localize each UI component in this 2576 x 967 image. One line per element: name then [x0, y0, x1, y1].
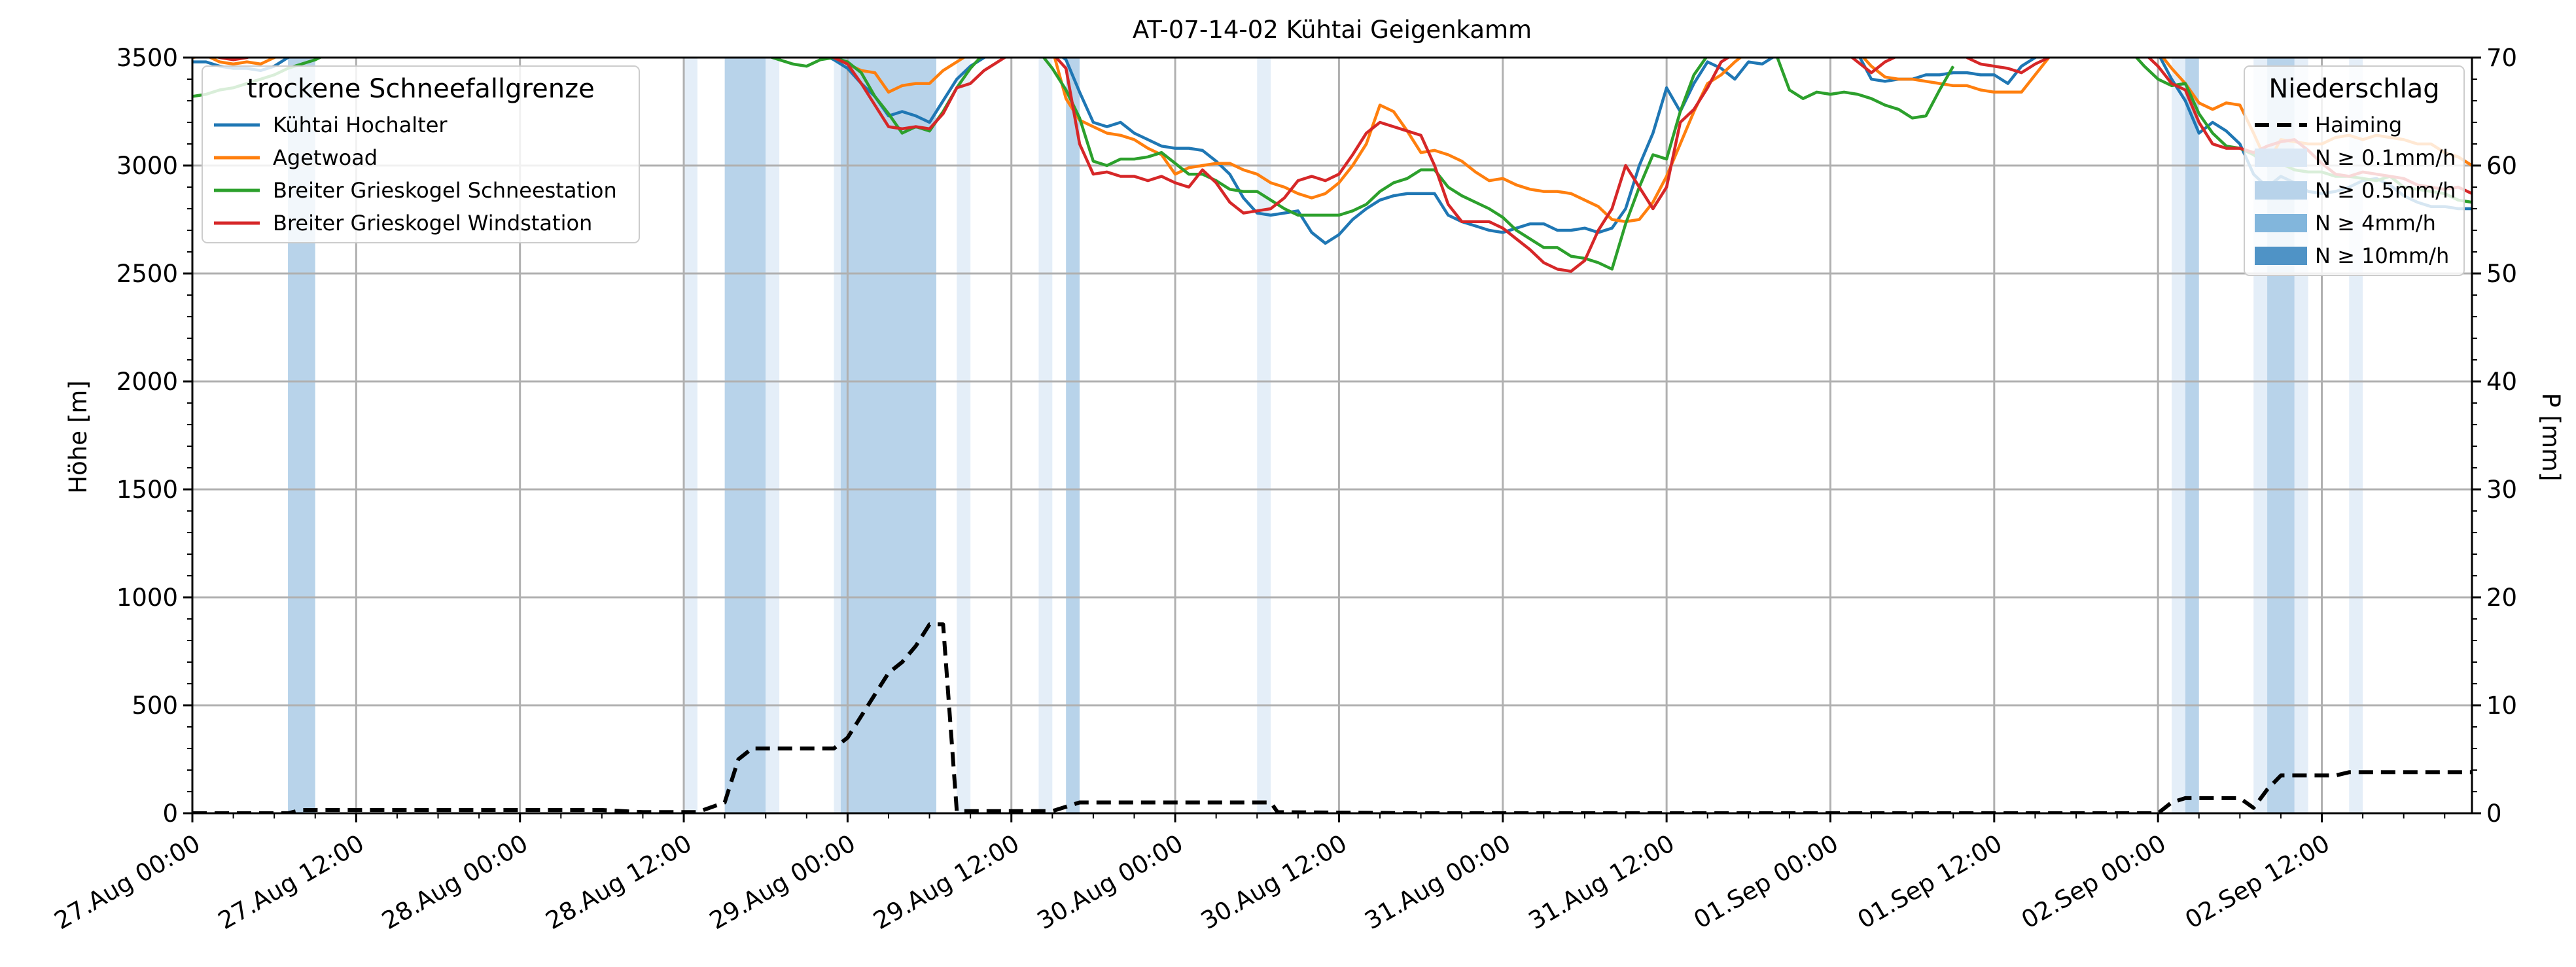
x-tick-label: 31.Aug 00:00	[1360, 829, 1516, 935]
precip-band	[684, 58, 697, 813]
y2-tick-label: 70	[2486, 44, 2517, 72]
y-tick-label: 3000	[116, 152, 178, 180]
legend-left-label: Breiter Grieskogel Windstation	[273, 211, 592, 236]
legend-right-swatch	[2255, 149, 2307, 167]
legend-left: trockene Schneefallgrenze Kühtai Hochalte…	[202, 65, 640, 243]
legend-right-swatch	[2255, 181, 2307, 200]
legend-right-label: N ≥ 0.1mm/h	[2315, 145, 2456, 170]
y2-tick-label: 0	[2486, 800, 2502, 828]
x-tick-label: 27.Aug 00:00	[50, 829, 205, 935]
legend-left-box	[202, 65, 640, 243]
legend-left-label: Breiter Grieskogel Schneestation	[273, 178, 617, 203]
x-tick-label: 02.Sep 12:00	[2180, 829, 2334, 934]
precip-band	[1038, 58, 1053, 813]
plot-frame	[191, 56, 2473, 815]
y2-tick-label: 40	[2486, 368, 2517, 396]
legend-right: Niederschlag Haiming N ≥ 0.1mm/h N ≥ 0.5mm/…	[2244, 65, 2465, 276]
legend-left-label: Agetwoad	[273, 145, 378, 170]
x-tick-label: 29.Aug 12:00	[868, 829, 1024, 935]
x-tick-label: 27.Aug 12:00	[213, 829, 369, 935]
x-tick-label: 31.Aug 12:00	[1524, 829, 1680, 935]
x-tick-label: 02.Sep 00:00	[2017, 829, 2170, 934]
legend-left-title: trockene Schneefallgrenze	[247, 74, 594, 104]
x-tick-label: 30.Aug 00:00	[1032, 829, 1188, 935]
precip-band	[957, 58, 971, 813]
series-line	[192, 58, 2472, 224]
legend-right-label: N ≥ 0.5mm/h	[2315, 178, 2456, 203]
x-tick-label: 28.Aug 12:00	[541, 829, 697, 935]
y2-ticks: 0 10 20 30 40 50 60 70	[2472, 44, 2517, 828]
precip-band	[1257, 58, 1271, 813]
series-line	[192, 622, 2472, 813]
y2-axis-label: P [mm]	[2537, 393, 2565, 481]
precip-band	[2172, 58, 2185, 813]
y-tick-label: 500	[132, 692, 178, 720]
legend-right-title: Niederschlag	[2268, 74, 2439, 104]
chart-title: AT-07-14-02 Kühtai Geigenkamm	[1133, 16, 1532, 44]
precip-band	[2185, 58, 2199, 813]
y-tick-label: 2500	[116, 260, 178, 288]
precip-band	[766, 58, 780, 813]
series-line	[215, 58, 2472, 273]
legend-right-label: N ≥ 10mm/h	[2315, 243, 2449, 268]
y2-tick-label: 10	[2486, 692, 2517, 720]
y2-tick-label: 50	[2486, 260, 2517, 288]
x-tick-label: 01.Sep 00:00	[1689, 829, 1843, 934]
legend-right-label: Haiming	[2315, 113, 2402, 137]
y2-tick-label: 30	[2486, 476, 2517, 504]
y2-tick-label: 20	[2486, 584, 2517, 612]
y-ticks: 0 500 1000 1500 2000 2500 3000 3500	[116, 44, 192, 828]
y-tick-label: 2000	[116, 368, 178, 396]
precip-band	[1066, 58, 1080, 813]
x-tick-label: 30.Aug 12:00	[1196, 829, 1352, 935]
y-tick-label: 0	[162, 800, 178, 828]
legend-right-swatch	[2255, 247, 2307, 265]
y-tick-label: 1000	[116, 584, 178, 612]
y-tick-label: 3500	[116, 44, 178, 72]
y-tick-label: 1500	[116, 476, 178, 504]
precip-band	[840, 58, 936, 813]
y-axis-label: Höhe [m]	[64, 380, 92, 493]
x-tick-label: 01.Sep 12:00	[1853, 829, 2007, 934]
precip-band	[724, 58, 766, 813]
x-tick-label: 28.Aug 00:00	[377, 829, 533, 935]
y2-tick-label: 60	[2486, 152, 2517, 180]
legend-left-label: Kühtai Hochalter	[273, 113, 448, 137]
legend-right-swatch	[2255, 214, 2307, 232]
legend-right-label: N ≥ 4mm/h	[2315, 211, 2436, 236]
x-tick-label: 29.Aug 00:00	[705, 829, 860, 935]
x-ticks: 27.Aug 00:00 27.Aug 12:00 28.Aug 00:00 28.A…	[50, 813, 2446, 935]
